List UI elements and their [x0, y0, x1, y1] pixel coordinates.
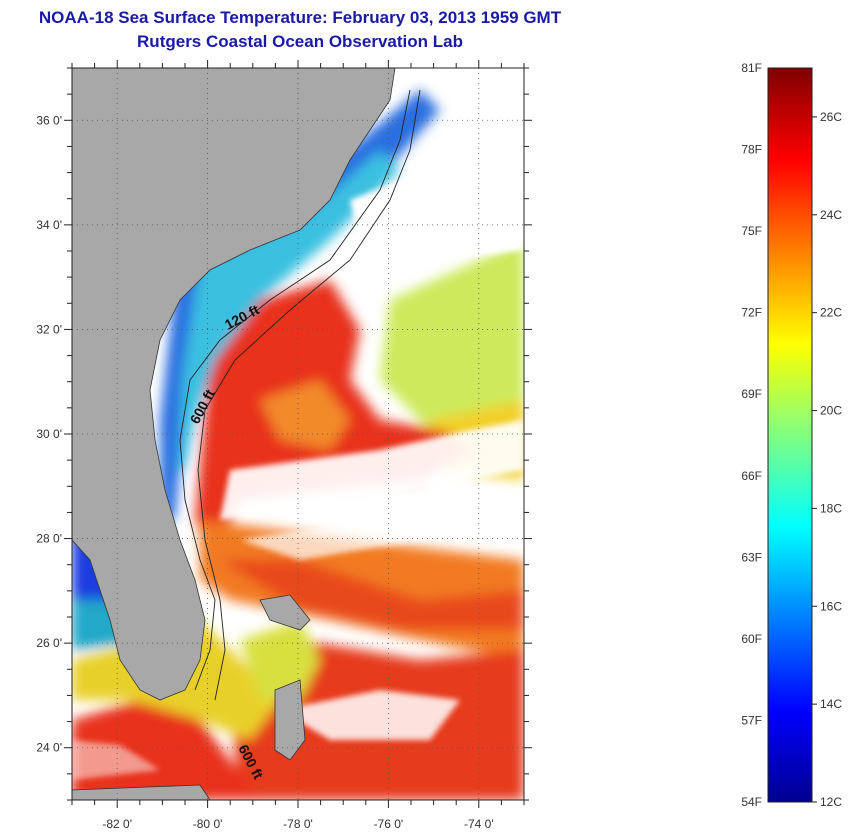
colorbar-c-label: 22C	[820, 306, 842, 320]
lat-tick-label: 34 0'	[36, 218, 62, 232]
lat-tick-label: 28 0'	[36, 532, 62, 546]
colorbar-c-label: 26C	[820, 110, 842, 124]
colorbar-f-label: 72F	[741, 306, 762, 320]
colorbar-c-label: 16C	[820, 599, 842, 613]
colorbar-c-label: 18C	[820, 501, 842, 515]
land-cuba	[72, 784, 211, 800]
axis-ticks: 36 0' 34 0' 32 0' 30 0' 28 0' 26 0' 24 0' -82 0…	[36, 60, 532, 831]
grid-lines	[72, 68, 524, 800]
colorbar-gradient	[767, 67, 813, 803]
colorbar-f-label: 66F	[741, 469, 762, 483]
lon-tick-label: -80 0'	[193, 817, 223, 831]
lat-tick-label: 36 0'	[36, 113, 62, 127]
lat-tick-label: 30 0'	[36, 427, 62, 441]
colorbar-f-label: 54F	[741, 795, 762, 809]
colorbar-f-label: 69F	[741, 387, 762, 401]
sst-field	[72, 90, 524, 800]
land-bahamas-abaco	[259, 594, 311, 631]
colorbar-c-label: 24C	[820, 208, 842, 222]
colorbar-c-label: 20C	[820, 404, 842, 418]
colorbar-c-label: 14C	[820, 697, 842, 711]
colorbar-f-label: 63F	[741, 550, 762, 564]
lat-tick-label: 32 0'	[36, 322, 62, 336]
map-subtitle: Rutgers Coastal Ocean Observation Lab	[137, 32, 463, 51]
colorbar-f-label: 75F	[741, 224, 762, 238]
colorbar-f-label: 81F	[741, 61, 762, 75]
lon-tick-label: -74 0'	[464, 817, 494, 831]
colorbar-f-label: 60F	[741, 632, 762, 646]
lat-tick-label: 26 0'	[36, 636, 62, 650]
lon-tick-label: -76 0'	[374, 817, 404, 831]
title-block: NOAA-18 Sea Surface Temperature: Februar…	[0, 6, 600, 54]
colorbar-c-label: 12C	[820, 795, 842, 809]
temperature-colorbar: 81F 78F 75F 72F 69F 66F 63F 60F 57F 54F 26C 24C 22C 2…	[741, 61, 842, 809]
colorbar-f-label: 78F	[741, 143, 762, 157]
lon-tick-label: -82 0'	[102, 817, 132, 831]
isobaths	[179, 89, 421, 701]
map-title: NOAA-18 Sea Surface Temperature: Februar…	[38, 8, 562, 27]
lat-tick-label: 24 0'	[36, 741, 62, 755]
lon-tick-label: -78 0'	[283, 817, 313, 831]
land-us-southeast	[72, 68, 396, 701]
cloud-streaks	[72, 150, 524, 780]
land-bahamas-andros	[274, 679, 306, 761]
sst-map: 36 0' 34 0' 32 0' 30 0' 28 0' 26 0' 24 0' -82 0…	[36, 60, 532, 831]
colorbar-f-label: 57F	[741, 713, 762, 727]
